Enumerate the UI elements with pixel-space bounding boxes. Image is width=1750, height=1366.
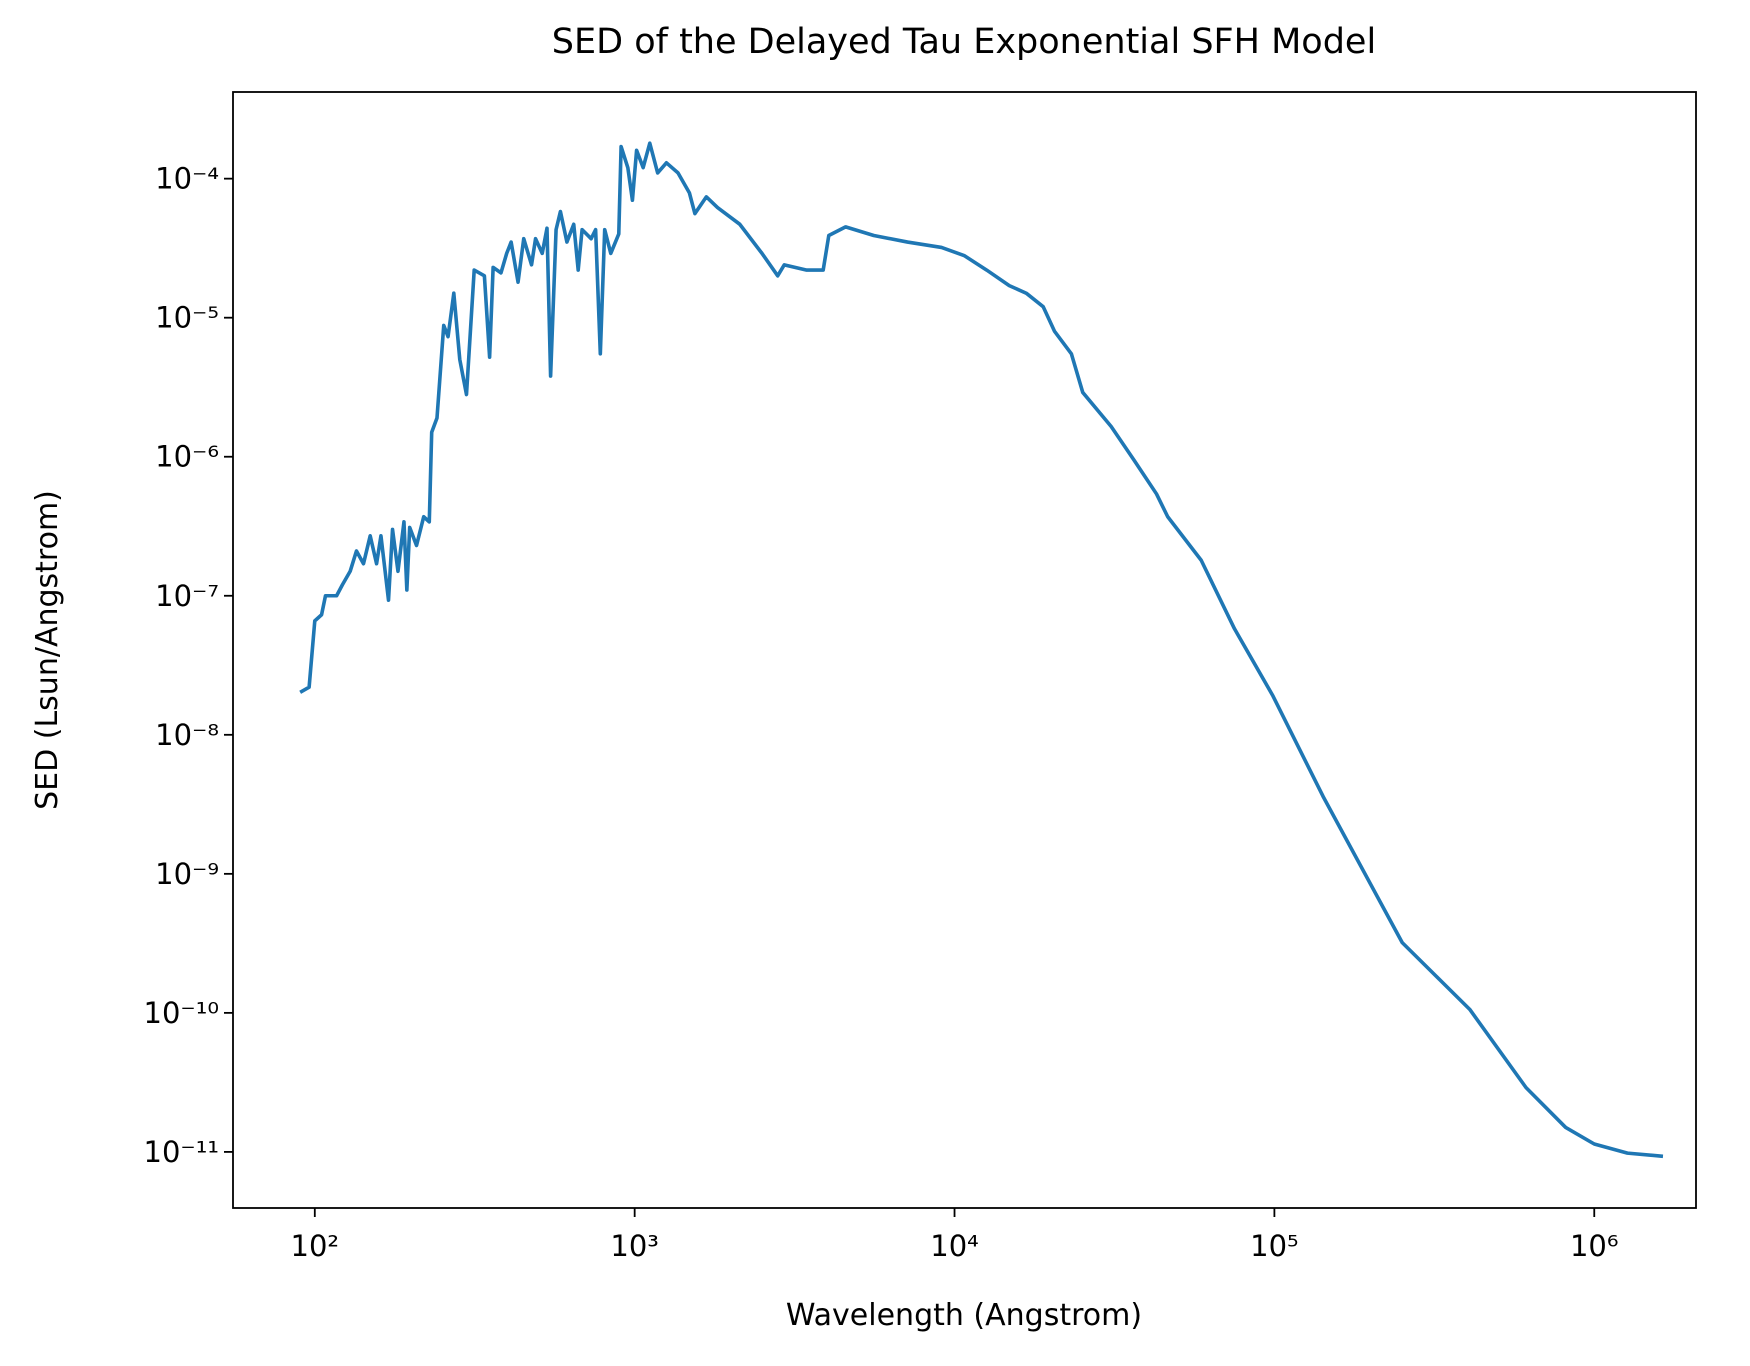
y-tick-label: 10⁻⁵ <box>155 301 219 335</box>
y-axis-label: SED (Lsun/Angstrom) <box>30 490 65 810</box>
x-tick-label: 10⁶ <box>1570 1229 1619 1263</box>
x-tick-label: 10⁵ <box>1250 1229 1299 1263</box>
y-tick-label: 10⁻⁴ <box>155 162 219 196</box>
x-tick-label: 10³ <box>610 1229 659 1263</box>
y-tick-label: 10⁻⁸ <box>155 718 219 752</box>
y-tick-label: 10⁻⁹ <box>155 857 219 891</box>
y-tick-label: 10⁻⁷ <box>155 579 219 613</box>
chart-title: SED of the Delayed Tau Exponential SFH M… <box>552 22 1376 62</box>
x-axis-label: Wavelength (Angstrom) <box>786 1298 1142 1333</box>
x-tick-label: 10⁴ <box>930 1229 979 1263</box>
sed-line <box>299 141 1664 1159</box>
x-tick-label: 10² <box>291 1229 340 1263</box>
y-tick-label: 10⁻⁶ <box>155 440 219 474</box>
y-tick-label: 10⁻¹⁰ <box>144 996 219 1030</box>
y-tick-label: 10⁻¹¹ <box>144 1135 219 1169</box>
plot-frame <box>232 91 1697 1209</box>
